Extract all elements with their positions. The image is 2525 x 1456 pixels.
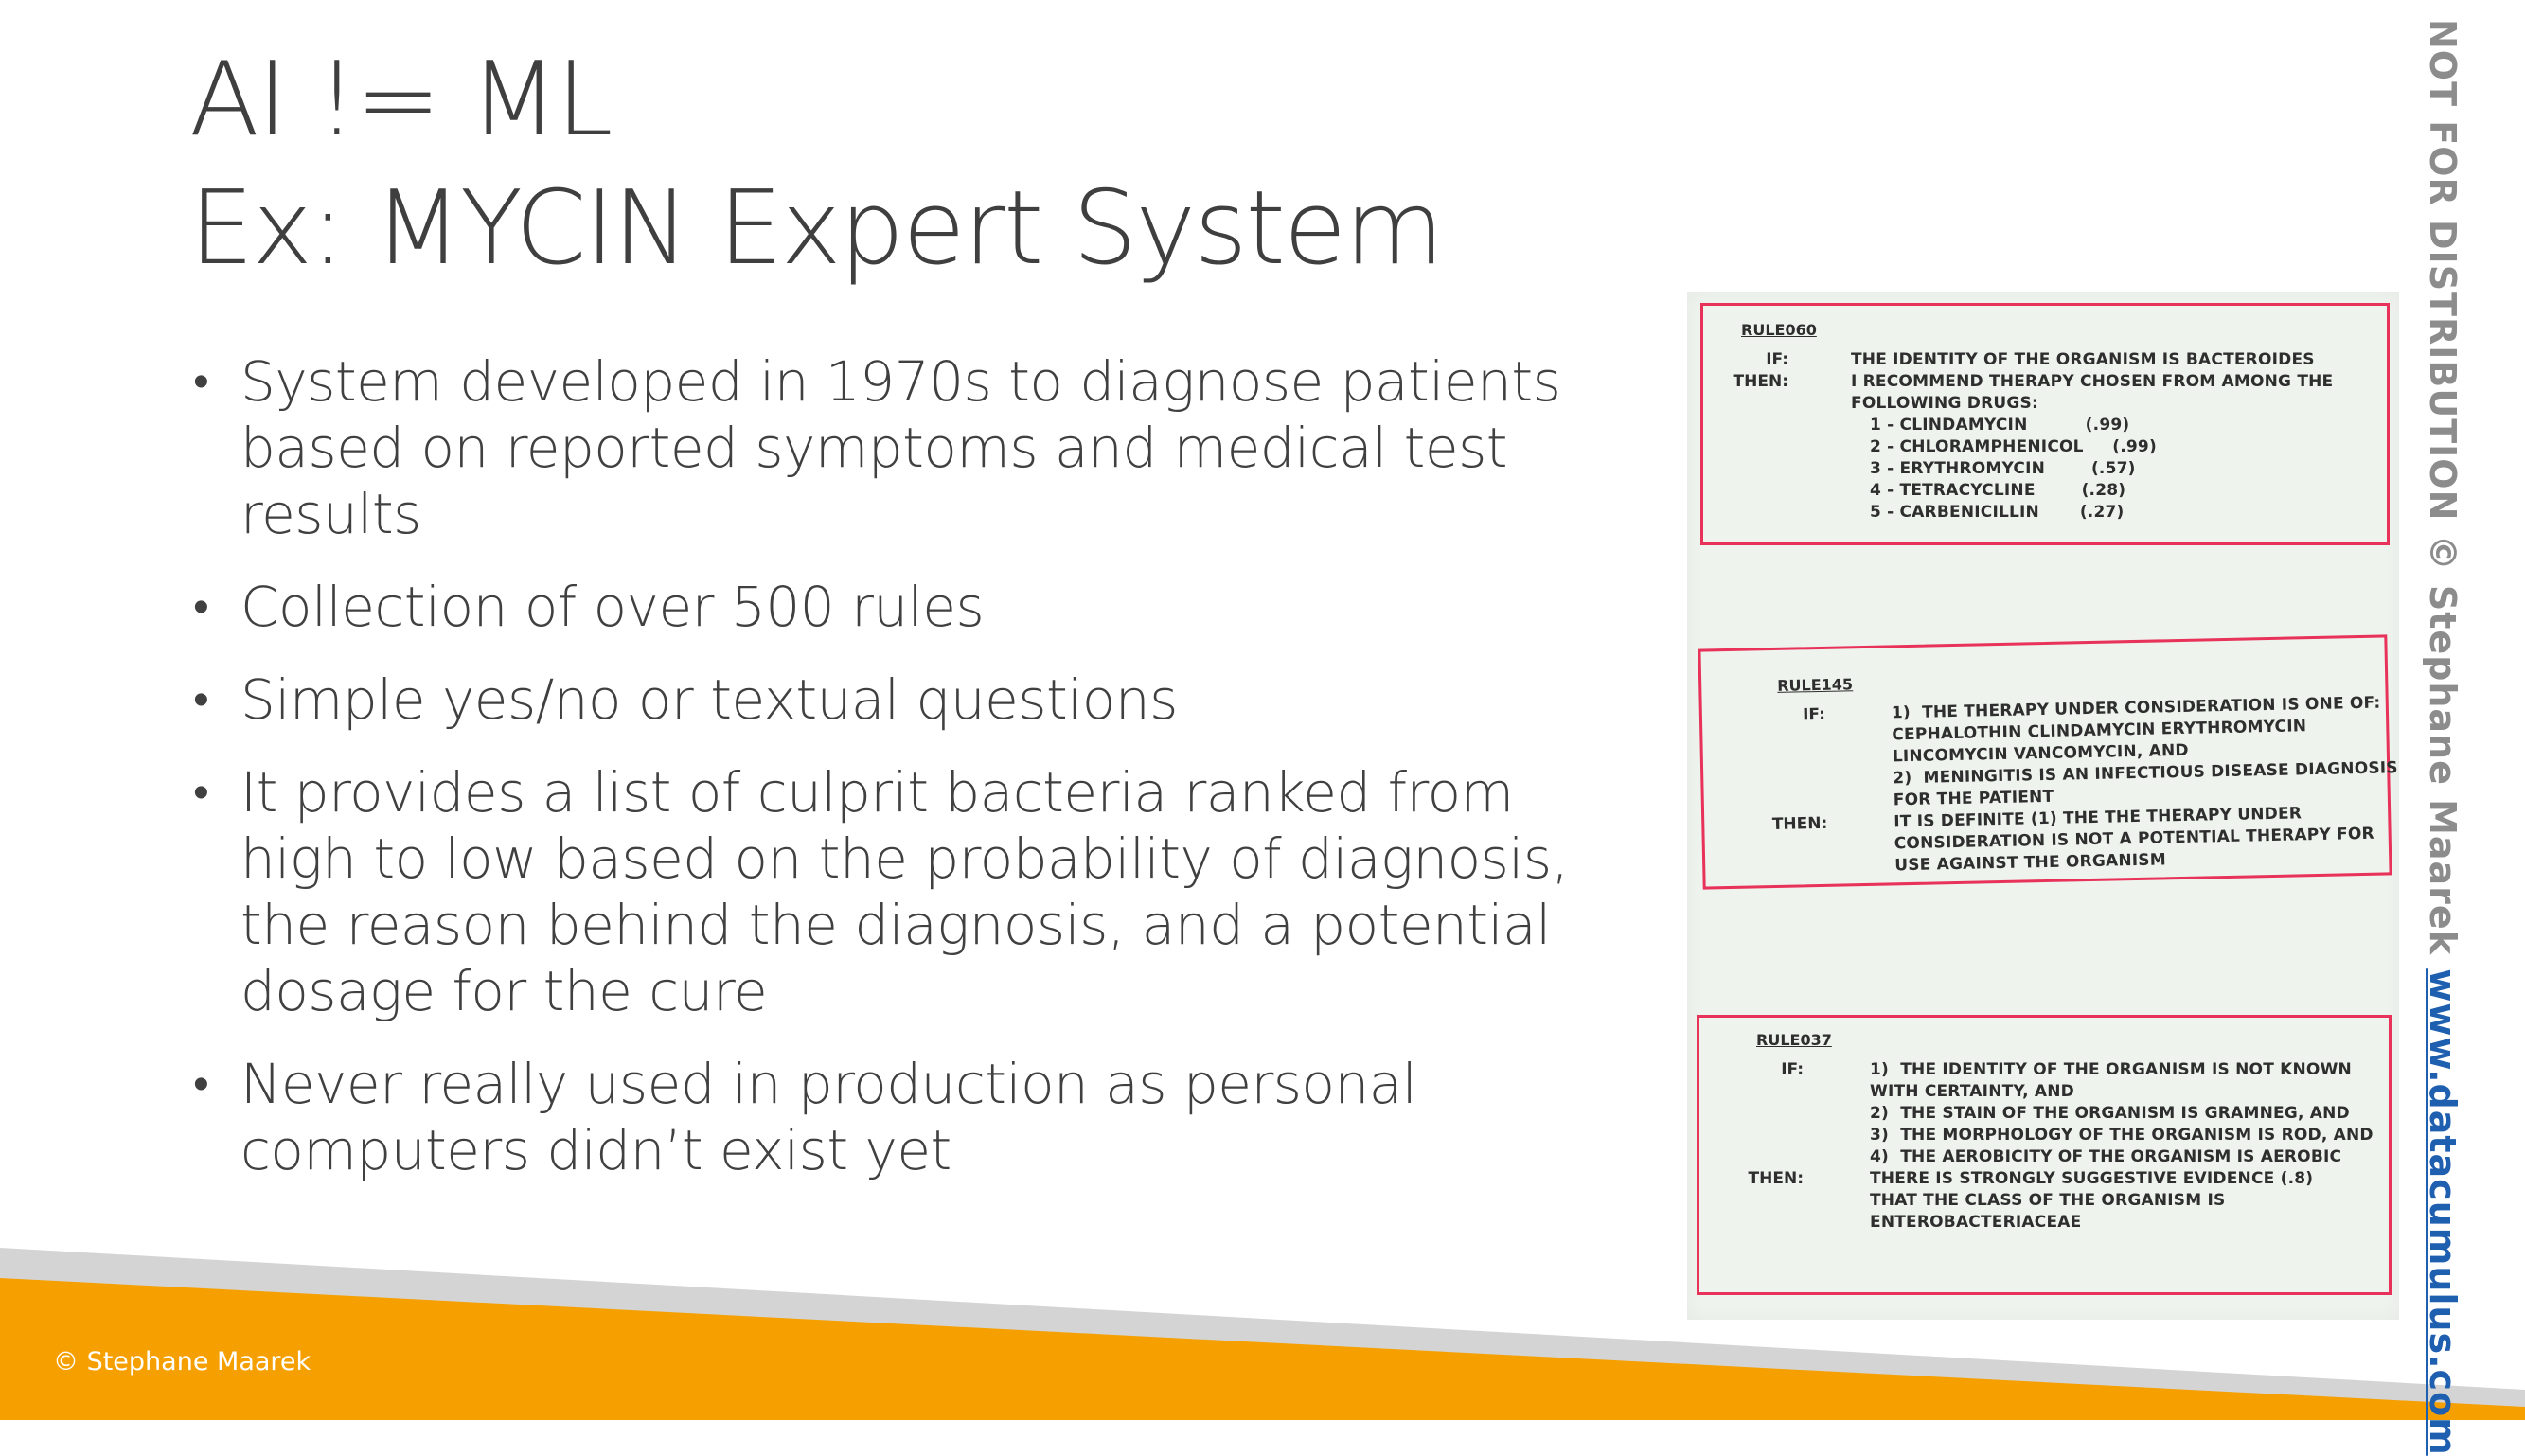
watermark-notice: NOT FOR DISTRIBUTION © Stephane Maarek [2422,19,2463,969]
bullet-dot: • [193,580,209,633]
bullet-list: • System developed in 1970s to diagnose p… [189,348,1591,1210]
bullet-text: System developed in 1970s to diagnose pa… [240,349,1561,546]
bullet-dot: • [193,1057,209,1110]
bullet-text: Collection of over 500 rules [240,575,985,639]
if-label: IF: [1766,350,1788,369]
then-label: THEN: [1748,1169,1804,1188]
rule-name: RULE060 [1741,321,1817,339]
if-text: 1) THE IDENTITY OF THE ORGANISM IS NOT K… [1870,1060,2374,1166]
footer-orange-stripe [0,1278,2525,1420]
bullet-item: • System developed in 1970s to diagnose p… [189,348,1591,547]
footer-band [0,1248,2525,1420]
website-link[interactable]: www.datacumulus.com [2422,968,2463,1456]
bullet-item: • It provides a list of culprit bacteria … [189,759,1591,1024]
mycin-rules-image: RULE060 IF: THEN: THE IDENTITY OF THE OR… [1687,292,2399,1320]
if-label: IF: [1781,1060,1804,1079]
bullet-item: • Never really used in production as pers… [189,1051,1591,1183]
rule-card-rule037: RULE037 IF: THEN: 1) THE IDENTITY OF THE… [1697,1015,2392,1295]
title-line-2: Ex: MYCIN Expert System [189,169,1444,288]
bullet-text: Never really used in production as perso… [240,1052,1417,1182]
footer-copyright: © Stephane Maarek [53,1347,311,1376]
bullet-text: Simple yes/no or textual questions [240,667,1178,732]
watermark: NOT FOR DISTRIBUTION © Stephane Maarek w… [2422,19,2525,1456]
bullet-dot: • [193,673,209,726]
bullet-text: It provides a list of culprit bacteria r… [240,760,1569,1023]
title-line-1: AI != ML [189,41,613,159]
watermark-text: NOT FOR DISTRIBUTION © Stephane Maarek w… [2422,19,2463,1456]
bullet-dot: • [193,355,209,408]
then-text: I RECOMMEND THERAPY CHOSEN FROM AMONG TH… [1851,372,2334,413]
rule-card-rule060: RULE060 IF: THEN: THE IDENTITY OF THE OR… [1700,303,2390,545]
then-text: THERE IS STRONGLY SUGGESTIVE EVIDENCE (.… [1870,1169,2314,1232]
bullet-item: • Collection of over 500 rules [189,574,1591,640]
bullet-item: • Simple yes/no or textual questions [189,666,1591,733]
slide-title: AI != ML Ex: MYCIN Expert System [189,36,1444,293]
if-text: THE IDENTITY OF THE ORGANISM IS BACTEROI… [1851,350,2315,369]
then-label: THEN: [1733,372,1788,391]
drug-list: 1 - CLINDAMYCIN (.99) 2 - CHLORAMPHENICO… [1870,416,2157,522]
bullet-dot: • [193,766,209,819]
rule-name: RULE037 [1756,1031,1832,1049]
